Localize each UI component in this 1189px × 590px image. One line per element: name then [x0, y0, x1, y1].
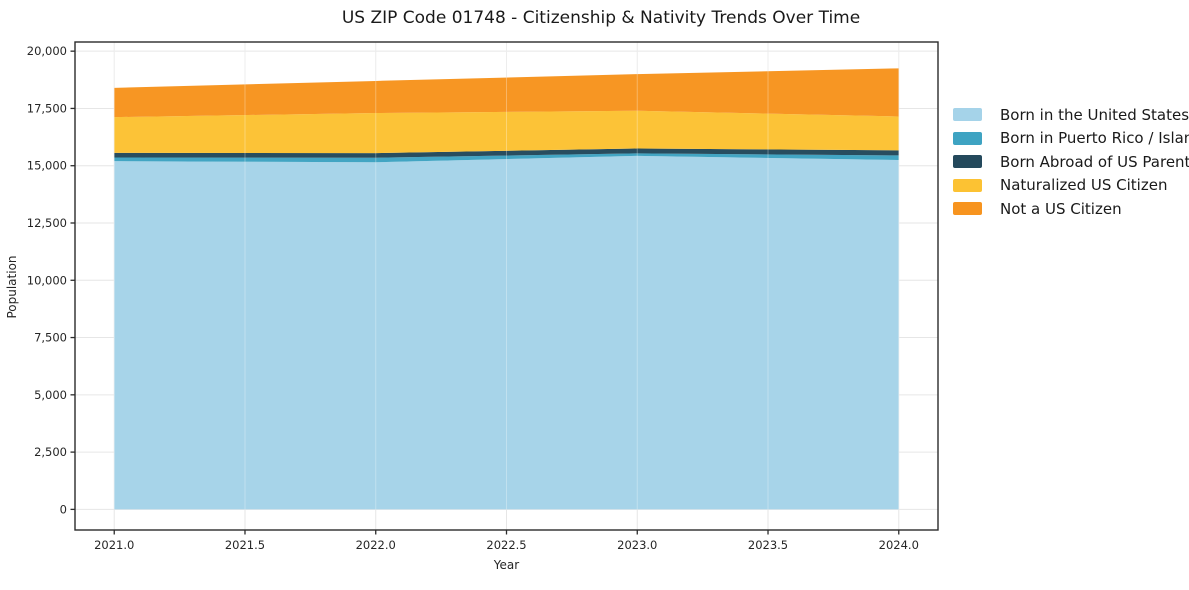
y-tick-label: 20,000 [27, 44, 67, 58]
x-tick-label: 2021.5 [225, 538, 265, 552]
area-series-1 [114, 153, 899, 163]
x-tick-label: 2023.0 [617, 538, 657, 552]
y-tick-label: 12,500 [27, 216, 67, 230]
legend-swatch-born-abroad [953, 155, 982, 169]
legend-item: Born in the United States [953, 103, 1189, 127]
x-tick-label: 2022.0 [356, 538, 396, 552]
y-axis-label: Population [5, 255, 19, 319]
y-tick-label: 2,500 [34, 445, 67, 459]
x-tick-label: 2022.5 [486, 538, 526, 552]
x-tick-label: 2021.0 [94, 538, 134, 552]
legend-item: Naturalized US Citizen [953, 174, 1189, 198]
legend-label: Born Abroad of US Parent(s) [1000, 152, 1189, 171]
legend-swatch-born-in-us [953, 108, 982, 122]
y-tick-label: 17,500 [27, 101, 67, 115]
area-series-2 [114, 148, 899, 158]
y-tick-label: 15,000 [27, 159, 67, 173]
y-tick-label: 7,500 [34, 331, 67, 345]
x-tick-label: 2023.5 [748, 538, 788, 552]
legend-label: Naturalized US Citizen [1000, 176, 1168, 195]
legend-swatch-born-puerto-rico [953, 131, 982, 145]
x-axis-label: Year [493, 558, 520, 572]
y-tick-label: 5,000 [34, 388, 67, 402]
legend-item: Not a US Citizen [953, 197, 1189, 221]
chart-title: US ZIP Code 01748 - Citizenship & Nativi… [341, 8, 861, 28]
x-tick-label: 2024.0 [879, 538, 919, 552]
legend-item: Born in Puerto Rico / Islands [953, 127, 1189, 151]
legend-label: Born in the United States [1000, 105, 1189, 124]
area-series-3 [114, 110, 899, 154]
legend-label: Not a US Citizen [1000, 199, 1122, 218]
legend: Born in the United States Born in Puerto… [953, 103, 1189, 221]
legend-swatch-not-citizen [953, 202, 982, 216]
legend-item: Born Abroad of US Parent(s) [953, 150, 1189, 174]
area-series-0 [114, 155, 899, 510]
legend-swatch-naturalized [953, 178, 982, 192]
y-tick-label: 0 [60, 502, 67, 516]
y-tick-label: 10,000 [27, 273, 67, 287]
area-series-4 [114, 68, 899, 118]
legend-label: Born in Puerto Rico / Islands [1000, 129, 1189, 148]
